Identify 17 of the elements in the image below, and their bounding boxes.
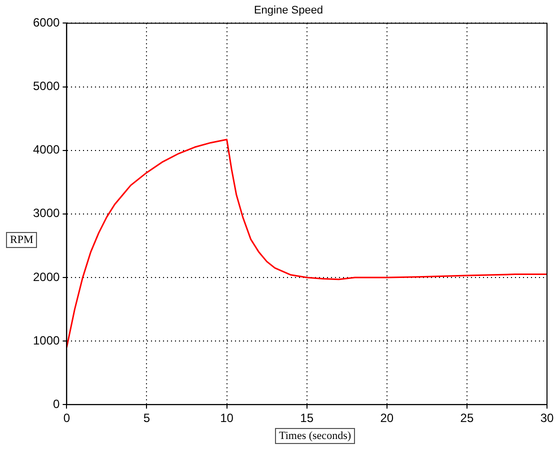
x-tick-label: 10 [220,411,234,426]
x-tick-label: 25 [460,411,474,426]
y-tick-label: 6000 [32,16,60,30]
x-tick-label: 0 [63,411,70,426]
y-tick-label: 1000 [32,333,60,348]
y-tick-label: 5000 [32,79,60,94]
x-axis-title: Times (seconds) [275,428,356,444]
x-tick-label: 30 [540,411,554,426]
x-tick-label: 5 [143,411,150,426]
chart-title: Engine Speed [254,4,324,17]
y-axis-title: RPM [6,232,38,248]
y-tick-label: 0 [53,396,60,411]
y-tick-label: 2000 [32,270,60,284]
x-tick-label: 20 [380,411,394,426]
y-tick-label: 3000 [32,206,60,220]
x-tick-label: 15 [300,411,314,426]
y-tick-label: 4000 [32,142,60,157]
